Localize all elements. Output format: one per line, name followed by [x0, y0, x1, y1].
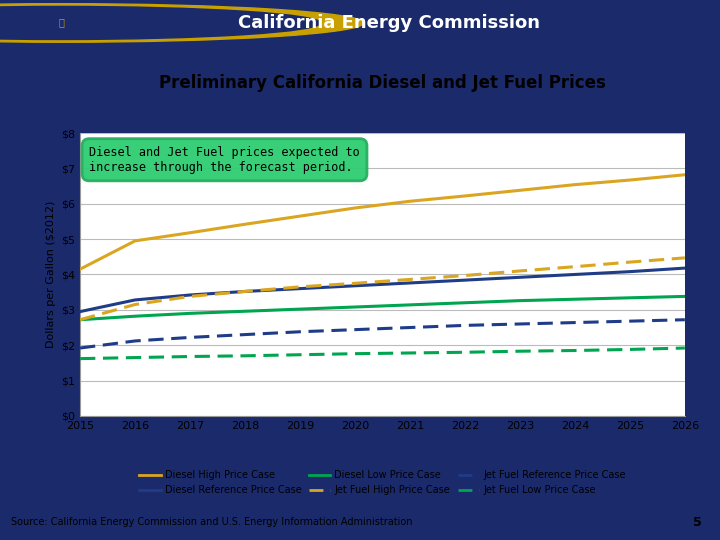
- Diesel Low Price Case: [626, 294, 634, 301]
- Text: Source: California Energy Commission and U.S. Energy Information Administration: Source: California Energy Commission and…: [11, 517, 413, 528]
- Line: Jet Fuel Low Price Case: Jet Fuel Low Price Case: [80, 348, 685, 359]
- Jet Fuel Low Price Case: [186, 353, 194, 360]
- Line: Diesel Low Price Case: Diesel Low Price Case: [80, 296, 685, 320]
- Text: 🐻: 🐻: [58, 17, 64, 27]
- Circle shape: [0, 4, 364, 42]
- Diesel Low Price Case: [351, 304, 359, 310]
- Text: Diesel and Jet Fuel prices expected to
increase through the forecast period.: Diesel and Jet Fuel prices expected to i…: [89, 146, 360, 174]
- Diesel High Price Case: [516, 187, 524, 193]
- Jet Fuel High Price Case: [296, 284, 305, 290]
- Jet Fuel High Price Case: [76, 316, 84, 323]
- Jet Fuel High Price Case: [680, 254, 689, 261]
- Text: Preliminary California Diesel and Jet Fuel Prices: Preliminary California Diesel and Jet Fu…: [159, 74, 606, 92]
- Jet Fuel Reference Price Case: [570, 319, 579, 326]
- Text: California Energy Commission: California Energy Commission: [238, 14, 540, 32]
- Jet Fuel High Price Case: [461, 272, 469, 279]
- Circle shape: [0, 6, 320, 39]
- Diesel Low Price Case: [405, 302, 414, 308]
- Diesel Reference Price Case: [351, 282, 359, 289]
- Line: Diesel Reference Price Case: Diesel Reference Price Case: [80, 268, 685, 312]
- Jet Fuel Reference Price Case: [680, 316, 689, 323]
- Jet Fuel High Price Case: [351, 280, 359, 287]
- Diesel High Price Case: [296, 213, 305, 219]
- Jet Fuel Reference Price Case: [516, 321, 524, 327]
- Jet Fuel Low Price Case: [680, 345, 689, 351]
- Jet Fuel High Price Case: [131, 301, 140, 308]
- Jet Fuel Low Price Case: [76, 355, 84, 362]
- Diesel Reference Price Case: [186, 292, 194, 298]
- Jet Fuel High Price Case: [626, 259, 634, 265]
- Diesel Reference Price Case: [570, 271, 579, 278]
- Diesel Reference Price Case: [296, 285, 305, 292]
- Text: 5: 5: [693, 516, 702, 529]
- Jet Fuel Low Price Case: [461, 349, 469, 355]
- Jet Fuel Low Price Case: [296, 352, 305, 358]
- Diesel Low Price Case: [76, 316, 84, 323]
- Diesel Low Price Case: [570, 296, 579, 302]
- Diesel Reference Price Case: [516, 274, 524, 281]
- Legend: Diesel High Price Case, Diesel Reference Price Case, Diesel Low Price Case, Jet : Diesel High Price Case, Diesel Reference…: [139, 470, 626, 495]
- Jet Fuel High Price Case: [186, 293, 194, 300]
- Jet Fuel Reference Price Case: [186, 334, 194, 341]
- Jet Fuel Low Price Case: [131, 354, 140, 361]
- Jet Fuel Low Price Case: [405, 350, 414, 356]
- Jet Fuel Reference Price Case: [131, 338, 140, 344]
- Diesel High Price Case: [186, 230, 194, 236]
- Diesel Low Price Case: [186, 310, 194, 316]
- Diesel Low Price Case: [461, 300, 469, 306]
- Diesel Reference Price Case: [405, 280, 414, 286]
- Jet Fuel High Price Case: [405, 276, 414, 282]
- Line: Jet Fuel Reference Price Case: Jet Fuel Reference Price Case: [80, 320, 685, 348]
- Diesel Reference Price Case: [76, 308, 84, 315]
- Diesel Low Price Case: [680, 293, 689, 300]
- Jet Fuel High Price Case: [240, 288, 249, 295]
- Diesel High Price Case: [351, 205, 359, 211]
- Diesel Low Price Case: [516, 298, 524, 304]
- Diesel Reference Price Case: [626, 268, 634, 275]
- Jet Fuel Reference Price Case: [461, 322, 469, 329]
- Diesel Reference Price Case: [131, 296, 140, 303]
- Y-axis label: Dollars per Gallon ($2012): Dollars per Gallon ($2012): [45, 201, 55, 348]
- Diesel High Price Case: [626, 177, 634, 183]
- Jet Fuel High Price Case: [570, 264, 579, 270]
- Diesel High Price Case: [240, 221, 249, 227]
- Diesel High Price Case: [570, 181, 579, 188]
- Jet Fuel Reference Price Case: [240, 332, 249, 338]
- Diesel High Price Case: [131, 238, 140, 244]
- Jet Fuel Reference Price Case: [626, 318, 634, 325]
- Diesel High Price Case: [461, 193, 469, 199]
- Jet Fuel Low Price Case: [570, 347, 579, 354]
- Jet Fuel Reference Price Case: [405, 325, 414, 331]
- Jet Fuel Low Price Case: [351, 350, 359, 357]
- Diesel Low Price Case: [131, 313, 140, 320]
- Jet Fuel Reference Price Case: [351, 326, 359, 333]
- Diesel High Price Case: [405, 198, 414, 205]
- Line: Diesel High Price Case: Diesel High Price Case: [80, 175, 685, 269]
- Jet Fuel Low Price Case: [516, 348, 524, 354]
- Jet Fuel Reference Price Case: [76, 345, 84, 351]
- Diesel High Price Case: [680, 172, 689, 178]
- Diesel Low Price Case: [240, 308, 249, 314]
- Diesel Reference Price Case: [240, 288, 249, 295]
- Diesel Reference Price Case: [461, 277, 469, 284]
- Jet Fuel High Price Case: [516, 268, 524, 274]
- Line: Jet Fuel High Price Case: Jet Fuel High Price Case: [80, 258, 685, 320]
- Jet Fuel Low Price Case: [240, 353, 249, 359]
- Jet Fuel Reference Price Case: [296, 328, 305, 335]
- Diesel Low Price Case: [296, 306, 305, 312]
- Diesel Reference Price Case: [680, 265, 689, 271]
- Diesel High Price Case: [76, 266, 84, 272]
- Jet Fuel Low Price Case: [626, 346, 634, 353]
